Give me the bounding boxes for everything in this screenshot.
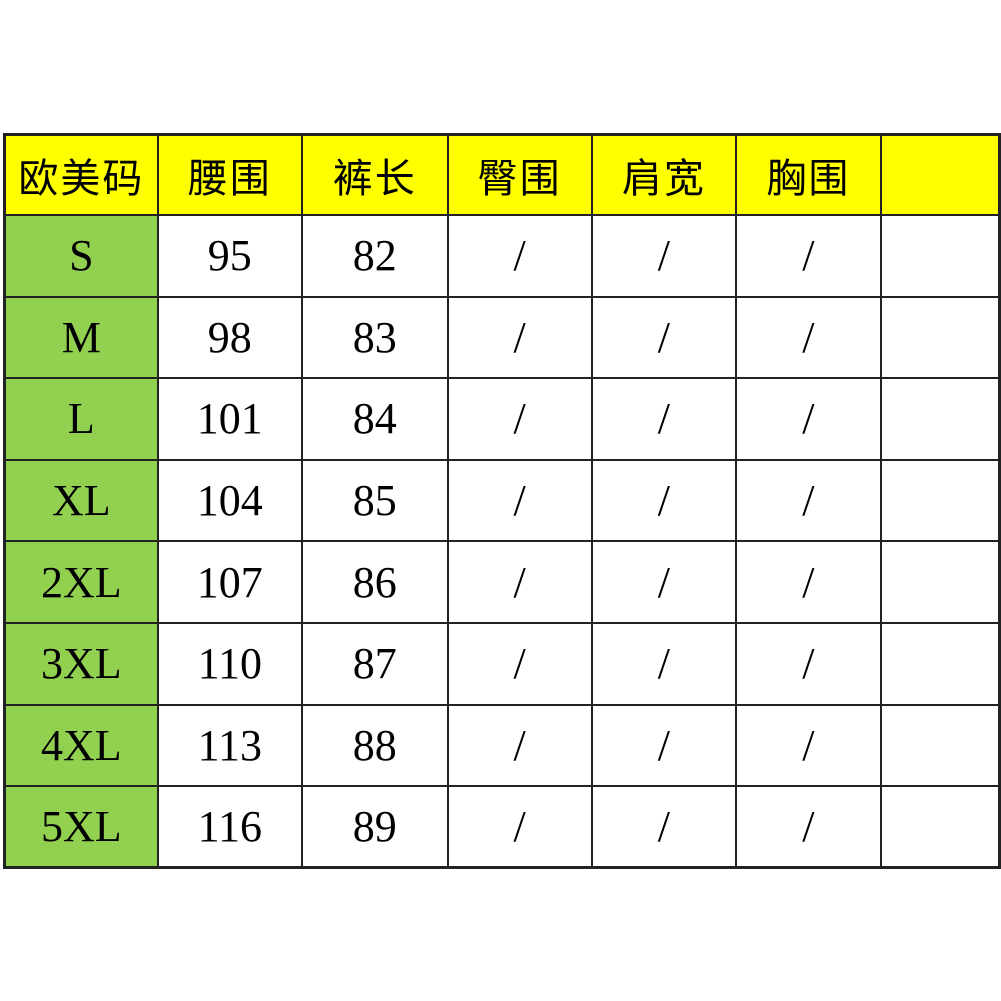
pant-length-cell: 85 <box>300 458 449 543</box>
bust-cell: / <box>734 703 882 788</box>
pant-length-cell: 88 <box>300 703 449 788</box>
waist-cell: 110 <box>156 621 303 706</box>
header-cell-shoulder: 肩宽 <box>590 133 737 216</box>
hip-cell: / <box>446 703 593 788</box>
hip-cell: / <box>446 621 593 706</box>
size-cell: L <box>3 377 159 461</box>
table-row-5xl: 5XL 116 89 / / / <box>3 785 1001 869</box>
size-cell: 2XL <box>3 540 159 624</box>
shoulder-cell: / <box>590 540 737 624</box>
table-row-4xl: 4XL 113 88 / / / <box>3 703 1001 788</box>
partial-cell <box>879 214 1001 298</box>
shoulder-cell: / <box>590 785 737 869</box>
bust-cell: / <box>734 621 882 706</box>
hip-cell: / <box>446 785 593 869</box>
shoulder-cell: / <box>590 377 737 461</box>
size-cell: 5XL <box>3 785 159 869</box>
table-row-3xl: 3XL 110 87 / / / <box>3 621 1001 706</box>
bust-cell: / <box>734 785 882 869</box>
hip-cell: / <box>446 458 593 543</box>
shoulder-cell: / <box>590 458 737 543</box>
partial-cell <box>879 295 1001 380</box>
waist-cell: 107 <box>156 540 303 624</box>
shoulder-cell: / <box>590 621 737 706</box>
partial-cell <box>879 785 1001 869</box>
table-row-l: L 101 84 / / / <box>3 377 1001 461</box>
bust-cell: / <box>734 214 882 298</box>
size-cell: M <box>3 295 159 380</box>
table-row-s: S 95 82 / / / <box>3 214 1001 298</box>
size-cell: 3XL <box>3 621 159 706</box>
partial-cell <box>879 458 1001 543</box>
waist-cell: 116 <box>156 785 303 869</box>
table-row-xl: XL 104 85 / / / <box>3 458 1001 543</box>
shoulder-cell: / <box>590 214 737 298</box>
waist-cell: 104 <box>156 458 303 543</box>
hip-cell: / <box>446 214 593 298</box>
pant-length-cell: 87 <box>300 621 449 706</box>
pant-length-cell: 82 <box>300 214 449 298</box>
hip-cell: / <box>446 540 593 624</box>
table-row-m: M 98 83 / / / <box>3 295 1001 380</box>
header-cell-partial <box>879 133 1001 216</box>
pant-length-cell: 86 <box>300 540 449 624</box>
shoulder-cell: / <box>590 703 737 788</box>
header-cell-size: 欧美码 <box>3 133 159 216</box>
partial-cell <box>879 703 1001 788</box>
pant-length-cell: 83 <box>300 295 449 380</box>
bust-cell: / <box>734 458 882 543</box>
waist-cell: 113 <box>156 703 303 788</box>
bust-cell: / <box>734 540 882 624</box>
header-cell-pant-length: 裤长 <box>300 133 449 216</box>
partial-cell <box>879 621 1001 706</box>
header-cell-bust: 胸围 <box>734 133 882 216</box>
waist-cell: 101 <box>156 377 303 461</box>
size-chart-table: 欧美码 腰围 裤长 臀围 肩宽 胸围 S 95 82 / / / M 98 83… <box>3 133 1001 870</box>
hip-cell: / <box>446 295 593 380</box>
shoulder-cell: / <box>590 295 737 380</box>
size-cell: 4XL <box>3 703 159 788</box>
header-row: 欧美码 腰围 裤长 臀围 肩宽 胸围 <box>3 133 1001 216</box>
bust-cell: / <box>734 295 882 380</box>
waist-cell: 95 <box>156 214 303 298</box>
bust-cell: / <box>734 377 882 461</box>
size-cell: XL <box>3 458 159 543</box>
pant-length-cell: 89 <box>300 785 449 869</box>
hip-cell: / <box>446 377 593 461</box>
table-row-2xl: 2XL 107 86 / / / <box>3 540 1001 624</box>
waist-cell: 98 <box>156 295 303 380</box>
partial-cell <box>879 540 1001 624</box>
header-cell-waist: 腰围 <box>156 133 303 216</box>
pant-length-cell: 84 <box>300 377 449 461</box>
header-cell-hip: 臀围 <box>446 133 593 216</box>
partial-cell <box>879 377 1001 461</box>
size-cell: S <box>3 214 159 298</box>
